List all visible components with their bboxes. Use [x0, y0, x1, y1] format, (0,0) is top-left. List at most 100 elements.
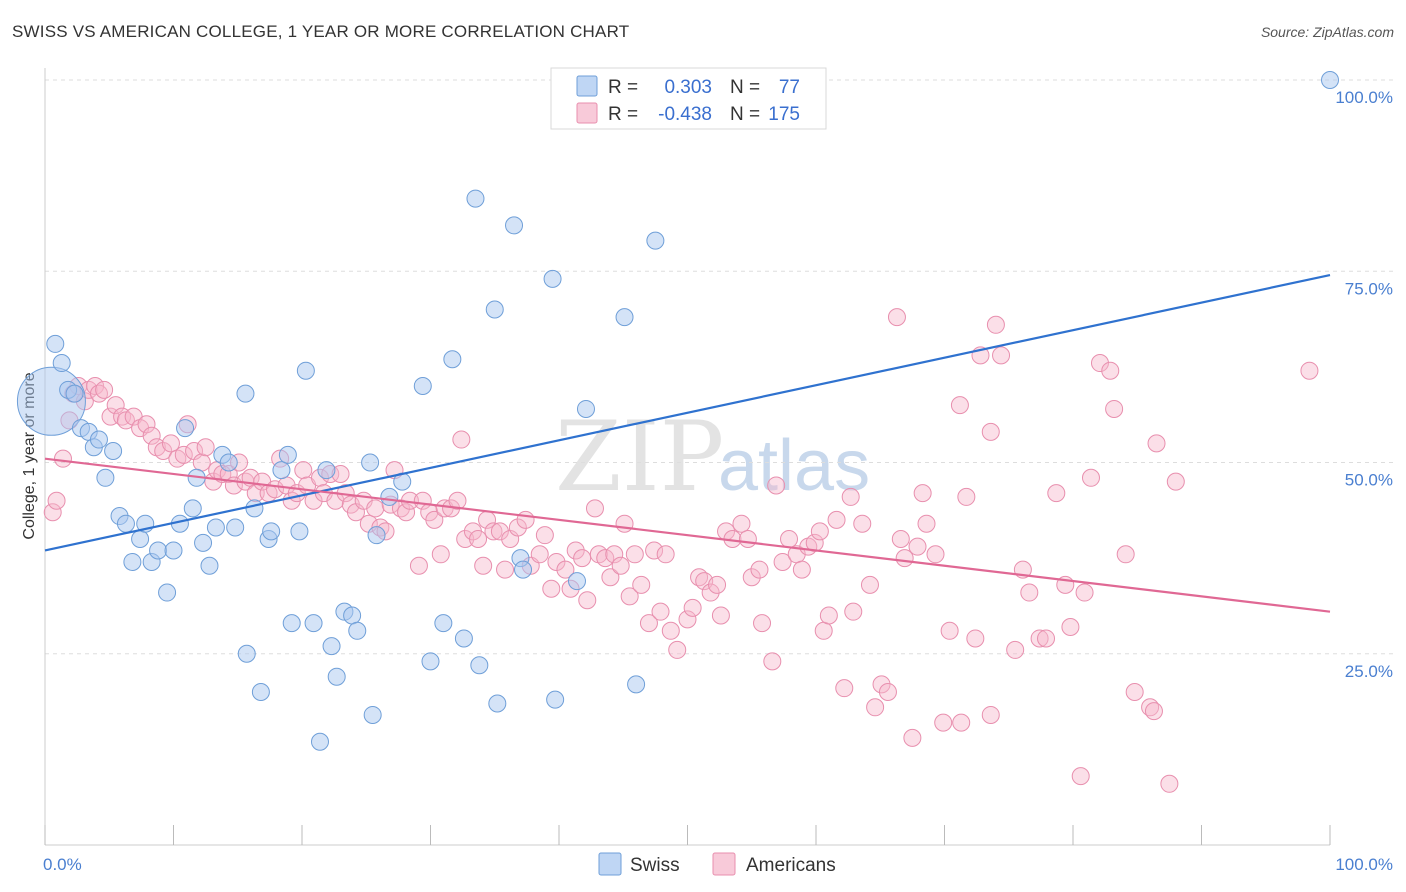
- swiss-point: [466, 189, 485, 208]
- swiss-point: [488, 694, 507, 713]
- americans-point: [986, 315, 1005, 334]
- americans-point: [469, 530, 488, 548]
- swiss-point: [361, 453, 380, 472]
- americans-point: [810, 522, 829, 541]
- americans-point: [1144, 702, 1163, 721]
- americans-point: [397, 503, 416, 522]
- swiss-point: [413, 377, 432, 395]
- swiss-point: [304, 614, 323, 633]
- americans-point: [620, 587, 639, 606]
- legend-n-value-swiss: 77: [779, 77, 800, 98]
- legend-r-value-americans: -0.438: [658, 104, 712, 125]
- swiss-point: [237, 644, 256, 663]
- bottom-legend-swatch-americans: [712, 852, 736, 876]
- americans-point: [763, 652, 782, 671]
- americans-point: [1030, 629, 1049, 648]
- swiss-point: [46, 334, 65, 353]
- swiss-point: [116, 514, 135, 533]
- americans-point: [981, 422, 1000, 441]
- x-tick-labels: 0.0% 100.0%: [43, 855, 1393, 874]
- y-tick-label: 75.0%: [1345, 279, 1393, 298]
- americans-point: [866, 698, 885, 717]
- americans-point: [456, 530, 475, 548]
- bottom-legend-label-swiss: Swiss: [630, 855, 680, 876]
- legend-swatch-americans: [576, 102, 598, 124]
- swiss-point: [576, 399, 595, 418]
- americans-point: [683, 598, 702, 617]
- swiss-point: [1321, 71, 1339, 89]
- americans-point: [878, 683, 897, 701]
- americans-point: [142, 426, 161, 445]
- americans-point: [431, 545, 450, 564]
- americans-point: [1125, 683, 1144, 701]
- swiss-point: [646, 231, 665, 250]
- y-tick-label: 25.0%: [1345, 662, 1393, 681]
- legend-n-value-americans: 175: [768, 104, 800, 125]
- americans-point: [940, 621, 959, 640]
- americans-point: [1006, 640, 1025, 659]
- swiss-point: [200, 556, 219, 575]
- swiss-point: [194, 533, 213, 552]
- americans-point: [780, 530, 799, 548]
- swiss-point: [317, 461, 336, 480]
- americans-point: [814, 621, 833, 640]
- watermark: ZIP atlas: [555, 401, 870, 513]
- americans-point: [474, 556, 493, 575]
- swiss-point: [380, 487, 399, 506]
- americans-point: [1101, 361, 1120, 380]
- swiss-point: [454, 629, 473, 648]
- americans-point: [106, 396, 125, 415]
- swiss-point: [615, 308, 634, 327]
- swiss-point: [485, 300, 504, 319]
- americans-point: [573, 549, 592, 568]
- americans-point: [508, 518, 527, 537]
- americans-point: [366, 499, 385, 518]
- swiss-points: [16, 71, 1339, 751]
- americans-point: [742, 568, 761, 587]
- americans-point: [516, 510, 535, 529]
- americans-point: [887, 308, 906, 327]
- americans-point: [611, 556, 630, 575]
- americans-point: [708, 575, 727, 594]
- americans-point: [767, 476, 786, 495]
- swiss-point: [183, 499, 202, 518]
- americans-point: [196, 438, 215, 457]
- americans-point: [601, 568, 620, 587]
- americans-point: [1081, 468, 1100, 487]
- americans-point: [711, 606, 730, 625]
- bottom-legend-label-americans: Americans: [746, 855, 836, 876]
- americans-point: [1090, 354, 1109, 373]
- swiss-point: [310, 732, 329, 751]
- swiss-point: [89, 430, 108, 449]
- americans-point: [966, 629, 985, 648]
- bottom-legend-swatch-swiss: [598, 852, 622, 876]
- americans-point: [917, 514, 936, 533]
- swiss-point: [348, 621, 367, 640]
- americans-point: [841, 487, 860, 506]
- americans-point: [645, 541, 664, 560]
- swiss-point: [245, 499, 264, 518]
- americans-point: [535, 526, 554, 545]
- swiss-point: [123, 552, 142, 571]
- legend-swatch-swiss: [576, 75, 598, 97]
- americans-point: [530, 545, 549, 564]
- swiss-point: [421, 652, 440, 671]
- swiss-point: [505, 216, 524, 235]
- americans-point: [750, 560, 769, 579]
- swiss-point: [278, 445, 297, 464]
- swiss-point: [327, 667, 346, 686]
- americans-point: [1160, 774, 1179, 793]
- americans-point: [903, 728, 922, 747]
- americans-point: [950, 396, 969, 415]
- americans-point: [1105, 399, 1124, 418]
- americans-point: [542, 579, 561, 598]
- americans-point: [137, 415, 156, 434]
- americans-point: [1071, 767, 1090, 786]
- americans-point: [496, 560, 515, 579]
- swiss-point: [149, 541, 168, 560]
- americans-point: [47, 491, 66, 510]
- swiss-point: [470, 656, 489, 675]
- americans-point: [1075, 583, 1094, 602]
- swiss-point: [363, 705, 382, 724]
